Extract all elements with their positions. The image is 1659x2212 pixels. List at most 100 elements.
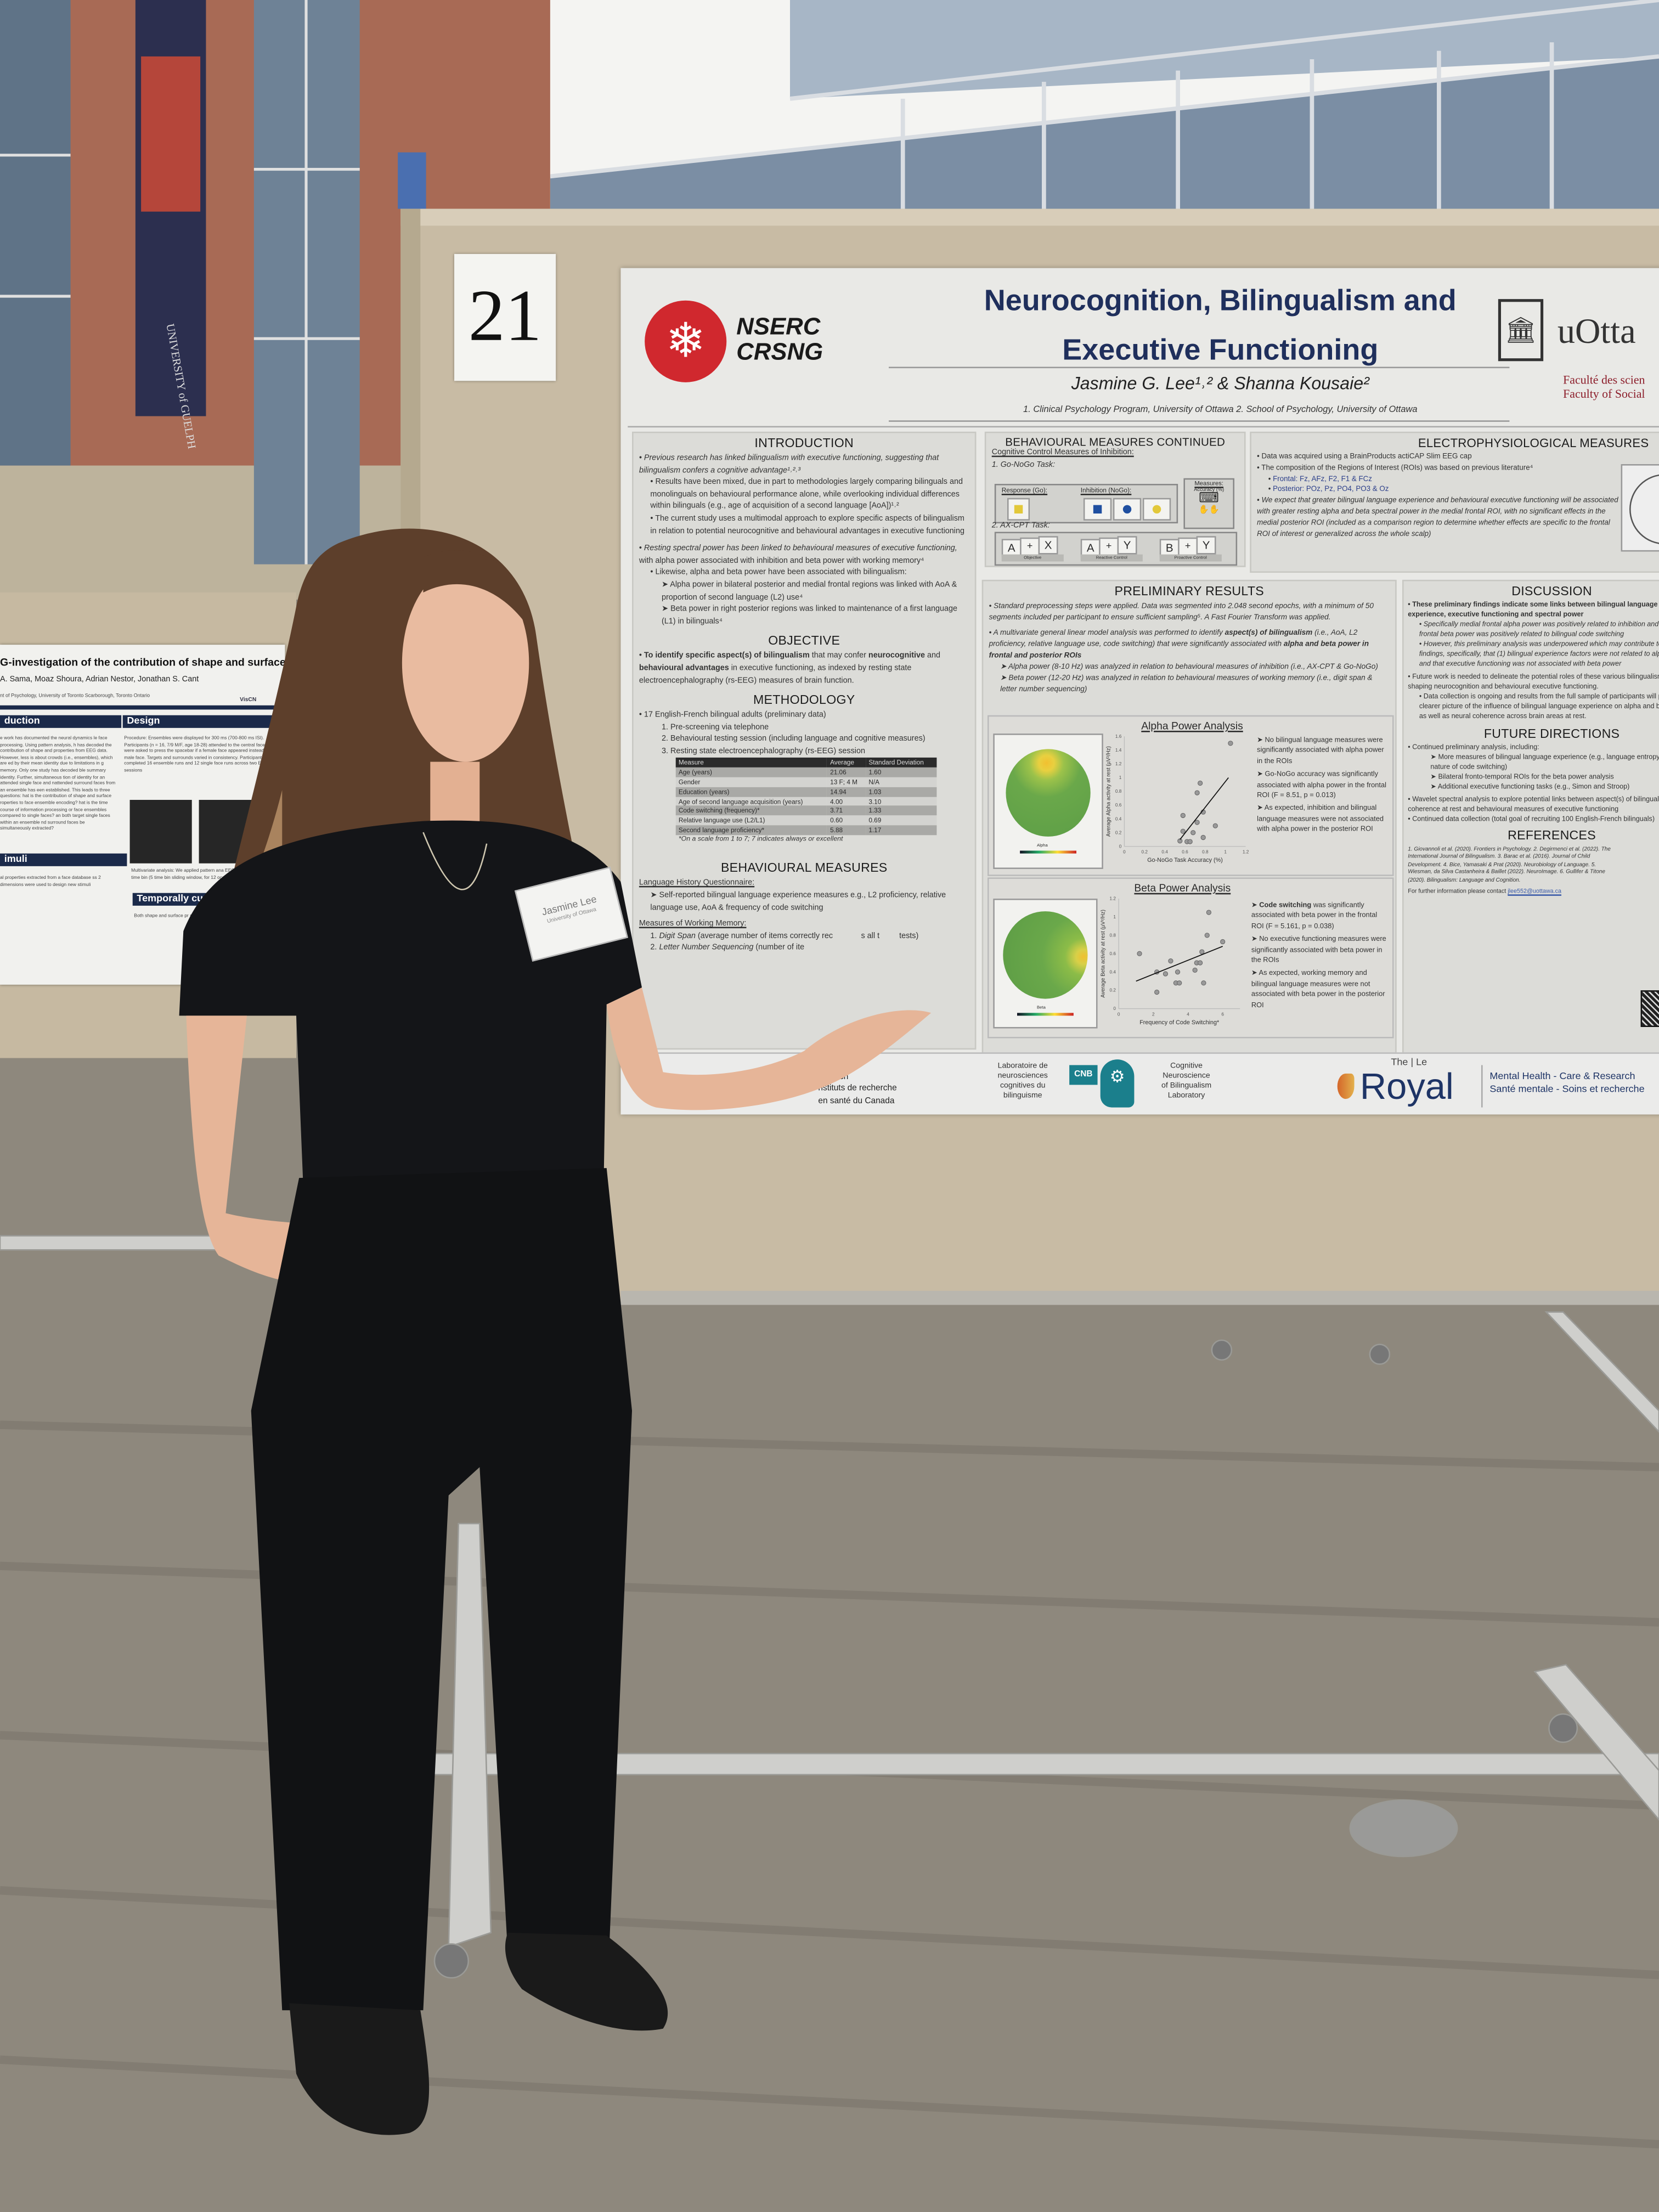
data-point bbox=[1204, 933, 1210, 938]
objective-text: • To identify specific aspect(s) of bili… bbox=[639, 652, 941, 685]
trial-type-arrow: Objective bbox=[1001, 554, 1064, 562]
x-axis-label: Frequency of Code Switching* bbox=[1139, 1019, 1220, 1026]
future-point: More measures of bilingual language expe… bbox=[1430, 754, 1659, 772]
trend-line bbox=[1180, 777, 1229, 840]
y-tick-label: 1.4 bbox=[1115, 748, 1122, 753]
data-point bbox=[1180, 828, 1186, 834]
electrophysiological-panel: ELECTROPHYSIOLOGICAL MEASURES • Data was… bbox=[1250, 431, 1659, 573]
x-tick-label: 0.8 bbox=[1202, 850, 1209, 855]
table-cell: 5.88 bbox=[827, 825, 866, 835]
neighbour-poster-title: G-investigation of the contribution of s… bbox=[0, 656, 285, 669]
table-cell: Code switching (frequency)* bbox=[675, 806, 827, 816]
ax-cpt-trial: A + X Objective bbox=[1001, 536, 1075, 562]
results-point-1: Standard preprocessing steps were applie… bbox=[989, 602, 1374, 622]
colour-scale bbox=[1017, 1013, 1074, 1016]
data-point bbox=[1190, 830, 1196, 836]
data-point bbox=[1206, 910, 1212, 915]
intro-point-2-italic: Resting spectral power has been linked t… bbox=[644, 544, 957, 554]
table-cell: Age (years) bbox=[675, 768, 827, 778]
inhibition-subheading: Cognitive Control Measures of Inhibition… bbox=[991, 448, 1134, 458]
frontal-roi: Frontal: Fz, AFz, F2, F1 & FCz bbox=[1273, 475, 1372, 483]
discussion-point: Specifically medial frontal alpha power … bbox=[1419, 622, 1659, 639]
intro-point-2a1: Alpha power in bilateral posterior and m… bbox=[662, 581, 957, 602]
poster-stand-frame bbox=[0, 1235, 1659, 1979]
references-heading: REFERENCES bbox=[1508, 828, 1596, 843]
cnb-badge: CNB bbox=[1069, 1065, 1098, 1085]
go-nogo-label: 1. Go-NoGo Task: bbox=[991, 460, 1056, 470]
data-point bbox=[1177, 980, 1182, 986]
future-point: Additional executive functioning tasks (… bbox=[1437, 784, 1630, 792]
beta-note: As expected, working memory and bilingua… bbox=[1251, 969, 1385, 1010]
ax-cpt-diagram: A + X Objective A + Y Reactive Control B + Y Proact… bbox=[994, 532, 1238, 566]
neighbour-multivariate-text: Multivariate analysis: We applied patter… bbox=[131, 867, 267, 880]
right-arm-gesturing bbox=[606, 988, 932, 1110]
beta-item: Beta power (12-20 Hz) was analyzed in re… bbox=[1000, 674, 1373, 695]
trial-type-arrow: Reactive Control bbox=[1080, 554, 1143, 562]
alpha-item: Alpha power (8-10 Hz) was analyzed in re… bbox=[1008, 663, 1378, 672]
poster-affiliations: 1. Clinical Psychology Program, Universi… bbox=[1023, 405, 1418, 415]
x-tick-label: 6 bbox=[1221, 1012, 1224, 1017]
nserc-logo: ❄ bbox=[645, 300, 727, 382]
faculty-en: Faculty of Social bbox=[1563, 386, 1645, 401]
table-row: Age (years) 21.06 1.60 bbox=[675, 768, 937, 778]
x-tick-label: 2 bbox=[1152, 1012, 1155, 1017]
demographics-table: Measure Average Standard Deviation Age (yea… bbox=[675, 758, 937, 835]
neighbour-poster-authors: A. Sama, Moaz Shoura, Adrian Nestor, Jon… bbox=[0, 675, 199, 685]
ax-cpt-trial: A + Y Reactive Control bbox=[1080, 536, 1154, 562]
neighbour-stimuli-text: al properties extracted from a face data… bbox=[0, 874, 101, 887]
qr-code[interactable] bbox=[1640, 990, 1659, 1027]
alpha-note: Go-NoGo accuracy was significantly assoc… bbox=[1257, 770, 1387, 800]
future-directions-heading: FUTURE DIRECTIONS bbox=[1483, 726, 1620, 741]
intro-point-2: with alpha power associated with inhibit… bbox=[639, 557, 924, 566]
eeg-point-2: The composition of the Regions of Intere… bbox=[1261, 464, 1533, 472]
table-cell: Relative language use (L2/L1) bbox=[675, 815, 827, 826]
data-point bbox=[1154, 989, 1160, 995]
table-cell: 14.94 bbox=[827, 787, 866, 797]
contact-email-link[interactable]: jlee552@uottawa.ca bbox=[1508, 887, 1562, 895]
beta-scatter-plot: 0 2 4 6 0 0.2 0.4 0.6 0.8 1 1.2 Frequency of Code S… bbox=[1100, 896, 1240, 1026]
intro-point-1a: Results have been mixed, due in part to … bbox=[650, 478, 963, 511]
necklace bbox=[422, 832, 488, 890]
introduction-heading: INTRODUCTION bbox=[754, 436, 854, 450]
future-point: Wavelet spectral analysis to explore pot… bbox=[1408, 797, 1659, 814]
data-point bbox=[1194, 820, 1200, 825]
x-tick-label: 0.2 bbox=[1142, 850, 1148, 855]
head-gears-icon: ⚙ bbox=[1100, 1059, 1135, 1108]
y-tick-label: 0.8 bbox=[1115, 789, 1122, 794]
poster-title-line-2: Executive Functioning bbox=[1062, 334, 1379, 367]
intro-point-2a2: Beta power in right posterior regions wa… bbox=[662, 605, 957, 626]
table-cell: 1.33 bbox=[866, 806, 937, 816]
y-tick-label: 0.6 bbox=[1115, 803, 1122, 808]
intro-point-1b: The current study uses a multimodal appr… bbox=[650, 515, 965, 536]
references-list: 1. Giovannoli et al. (2020). Frontiers i… bbox=[1408, 845, 1611, 883]
table-row: Age of second language acquisition (year… bbox=[675, 796, 937, 806]
data-point bbox=[1175, 969, 1181, 975]
ax-cpt-trial: B + Y Proactive Control bbox=[1159, 536, 1233, 562]
y-tick-label: 1.2 bbox=[1110, 896, 1116, 901]
table-cell: 1.60 bbox=[866, 768, 937, 778]
poster-authors: Jasmine G. Lee¹˒² & Shanna Kousaie² bbox=[1071, 374, 1369, 394]
table-cell: Average bbox=[827, 758, 866, 768]
eeg-point-1: Data was acquired using a BrainProducts … bbox=[1261, 453, 1472, 461]
data-point bbox=[1212, 823, 1218, 828]
y-tick-label: 0.6 bbox=[1110, 951, 1116, 956]
electrophysiological-heading: ELECTROPHYSIOLOGICAL MEASURES bbox=[1418, 436, 1649, 450]
data-point bbox=[1201, 980, 1206, 986]
table-row: Education (years) 14.94 1.03 bbox=[675, 787, 937, 797]
table-cell: Age of second language acquisition (year… bbox=[675, 796, 827, 806]
objective-heading: OBJECTIVE bbox=[768, 634, 840, 648]
royal-flame-icon bbox=[1337, 1073, 1355, 1099]
table-cell: Gender bbox=[675, 777, 827, 787]
ax-cpt-label: 2. AX-CPT Task: bbox=[991, 522, 1050, 531]
future-point: Continued preliminary analysis, includin… bbox=[1412, 744, 1539, 752]
future-point: Bilateral fronto-temporal ROIs for the b… bbox=[1438, 774, 1614, 782]
neighbour-poster-affiliation: nt of Psychology, University of Toronto … bbox=[0, 692, 150, 698]
uottawa-wordmark: uOtta bbox=[1557, 313, 1636, 352]
x-tick-label: 0.4 bbox=[1161, 850, 1168, 855]
data-point bbox=[1192, 967, 1198, 973]
yellow-circle-icon bbox=[1152, 505, 1161, 514]
working-memory-heading: Measures of Working Memory: bbox=[639, 920, 747, 929]
beta-analysis-panel: Beta Power Analysis Beta 0 2 4 6 0 0.2 0.4 0.6 0… bbox=[988, 877, 1394, 1039]
neighbour-design-text: Procedure: Ensembles were displayed for … bbox=[124, 735, 274, 774]
y-tick-label: 1 bbox=[1119, 775, 1122, 780]
